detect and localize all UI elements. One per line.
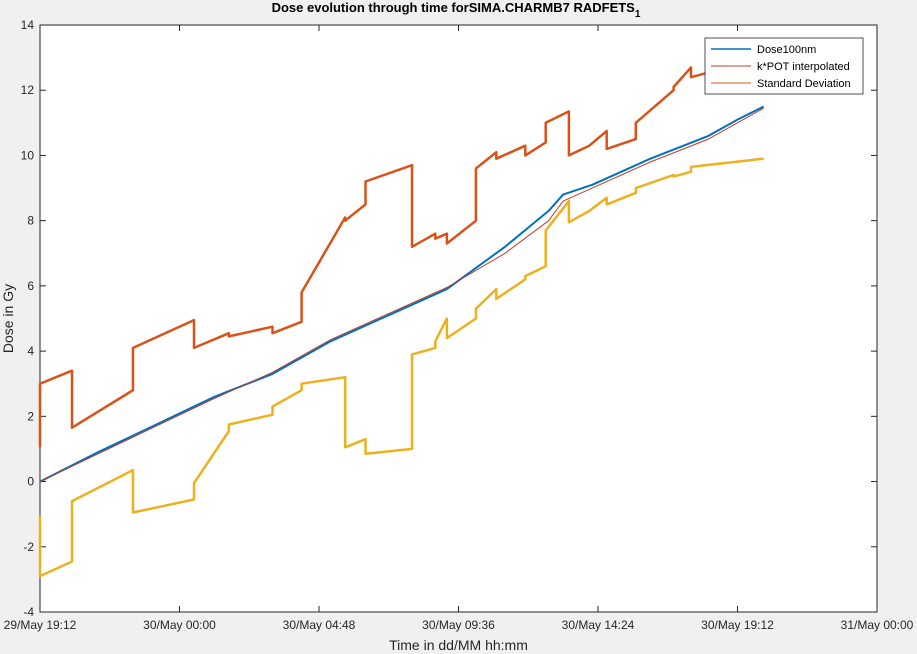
legend-label: Dose100nm	[757, 44, 816, 56]
series-line-dose100nm	[39, 105, 765, 483]
y-tick-label: 14	[21, 18, 35, 32]
x-tick-label: 30/May 00:00	[143, 618, 216, 632]
series-line-lower-deviation	[38, 157, 764, 578]
series-line-k-pot-interpolated	[39, 107, 764, 483]
chart-title: Dose evolution through time forSIMA.CHAR…	[272, 0, 641, 20]
x-tick-label: 30/May 04:48	[283, 618, 356, 632]
y-tick-label: -4	[23, 605, 34, 619]
y-tick-label: 4	[27, 344, 34, 358]
y-tick-label: 8	[27, 214, 34, 228]
y-tick-label: 2	[27, 409, 34, 423]
series-layer	[38, 56, 765, 578]
legend-label: Standard Deviation	[757, 78, 851, 90]
y-tick-label: 6	[27, 279, 34, 293]
y-tick-label: -2	[23, 540, 34, 554]
y-tick-label: 0	[27, 475, 34, 489]
y-axis-label: Dose in Gy	[0, 284, 16, 353]
legend-label: k*POT interpolated	[757, 61, 850, 73]
x-axis-label: Time in dd/MM hh:mm	[389, 637, 528, 653]
x-tick-label: 31/May 00:00	[841, 618, 914, 632]
series-line-standard-deviation	[38, 56, 765, 448]
x-tick-label: 29/May 19:12	[4, 618, 77, 632]
x-tick-label: 30/May 14:24	[562, 618, 635, 632]
axes: -4 -2 0 2 4 6 8 10 12 14 29/May 19:12 30/May 00:00 3…	[4, 18, 914, 632]
x-tick-label: 30/May 19:12	[701, 618, 774, 632]
y-tick-label: 12	[21, 83, 35, 97]
legend: Dose100nm k*POT interpolated Standard Devi…	[704, 37, 864, 95]
y-tick-label: 10	[21, 148, 35, 162]
x-tick-label: 30/May 09:36	[422, 618, 495, 632]
